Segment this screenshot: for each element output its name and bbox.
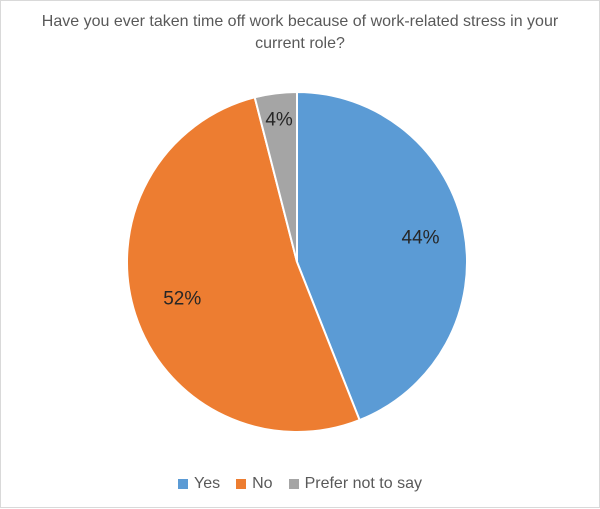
pie-slice-prefer-not-to-say (253, 90, 298, 263)
legend-swatch (288, 479, 299, 489)
legend: Yes No Prefer not to say (1, 475, 599, 493)
legend-item-prefer-not-to-say: Prefer not to say (288, 475, 422, 493)
legend-item-yes: Yes (178, 475, 220, 493)
legend-label: Yes (194, 475, 221, 492)
legend-swatch (178, 479, 189, 489)
chart-title: Have you ever taken time off work becaus… (41, 13, 559, 52)
data-label-yes: 44% (402, 227, 440, 248)
legend-swatch (236, 479, 247, 489)
pie-slice-no (125, 96, 361, 433)
legend-item-no: No (236, 475, 273, 493)
data-label-no: 52% (163, 288, 201, 309)
data-label-prefer-not-to-say: 4% (265, 109, 293, 130)
pie-slice-yes (296, 90, 468, 422)
legend-label: Prefer not to say (304, 475, 422, 492)
legend-label: No (252, 475, 273, 492)
